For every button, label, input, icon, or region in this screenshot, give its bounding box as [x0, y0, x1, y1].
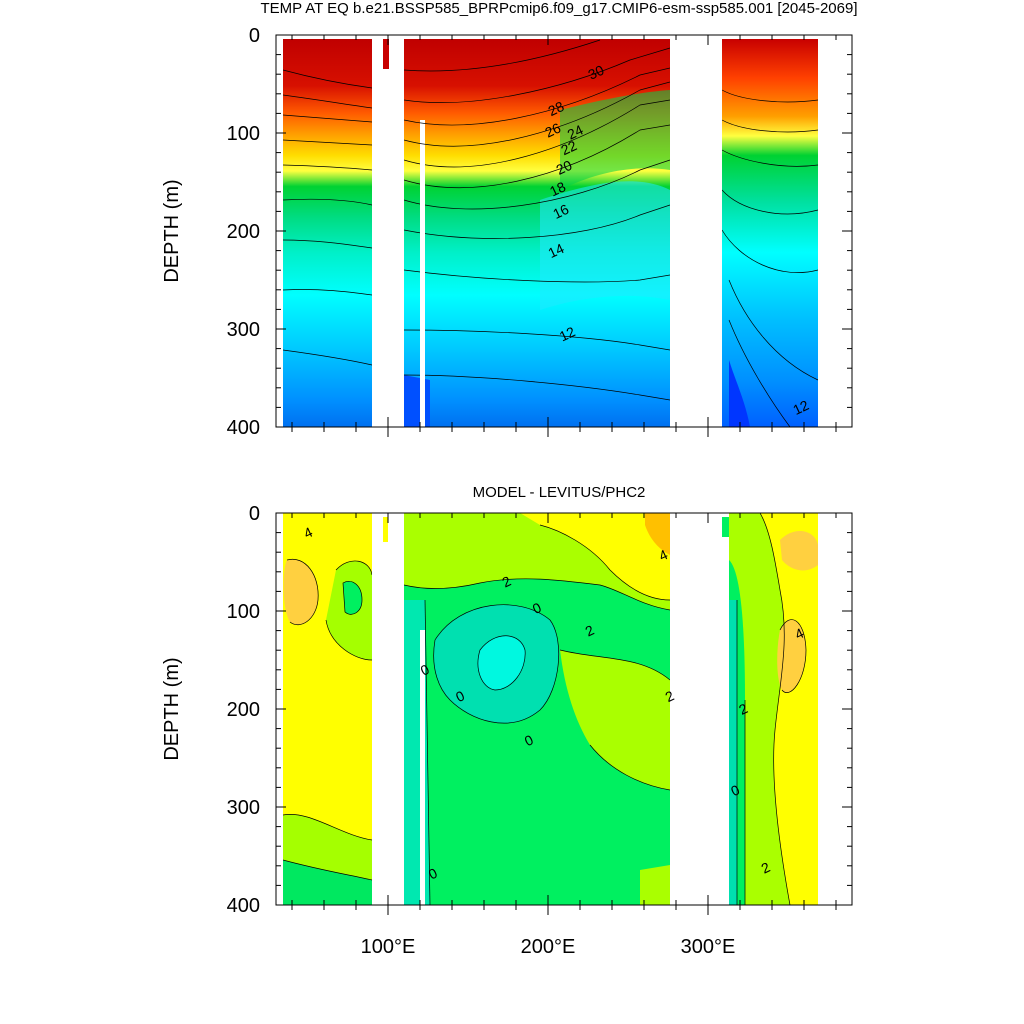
top-contour-label: 22 [558, 137, 579, 158]
bottom-y-tick-label: 200 [227, 699, 260, 721]
top-contour-label: 14 [546, 240, 567, 261]
bottom-field-indian-deep [283, 860, 372, 905]
x-tick-label: 300°E [681, 936, 736, 958]
top-plot-area [276, 35, 852, 427]
top-land-island [420, 150, 425, 427]
top-contour-label: 30 [586, 62, 607, 83]
bottom-field-pacific-top-yellow [520, 513, 670, 600]
bottom-field-indian-green-inner [343, 581, 362, 615]
bottom-y-tick-label: 300 [227, 797, 260, 819]
top-y-tick-label: 400 [227, 417, 260, 439]
top-field-east-pacific-cyan [540, 181, 670, 310]
top-y-tick-label: 300 [227, 319, 260, 341]
bottom-land-island [420, 630, 425, 905]
top-contour-label: 16 [550, 201, 571, 222]
bottom-land-mask-maritime-continent [372, 513, 404, 905]
bottom-y-axis-label: DEPTH (m) [161, 657, 183, 760]
bottom-y-tick-label: 100 [227, 601, 260, 623]
top-field-deep-west-pacific [404, 375, 430, 427]
top-axes: 0 100 200 300 400 [227, 25, 852, 439]
top-contour-label: 12 [557, 323, 578, 344]
bottom-plot-area [276, 513, 852, 905]
top-field-indian-ocean [283, 39, 372, 427]
top-contour-label: 18 [547, 178, 568, 199]
bottom-field-pacific-east-yellowgreen [560, 650, 670, 790]
x-tick-label: 200°E [521, 936, 576, 958]
top-contour-label: 28 [546, 98, 567, 119]
bottom-field-pacific-bottom-yellowgreen [640, 865, 670, 905]
top-y-tick-label: 100 [227, 123, 260, 145]
bottom-sliver [383, 517, 388, 542]
bottom-panel: MODEL - LEVITUS/PHC2 [161, 484, 853, 958]
top-y-tick-label: 0 [249, 25, 260, 47]
bottom-sliver-atlantic [722, 517, 729, 537]
top-land-mask-americas [670, 35, 722, 427]
top-y-axis-label: DEPTH (m) [161, 179, 183, 282]
bottom-contour-lines [282, 513, 807, 905]
bottom-field-atlantic-orange [780, 530, 818, 571]
top-land-mask-maritime-continent [372, 35, 404, 427]
top-field-atlantic-ocean [722, 39, 818, 427]
bottom-chart-title: MODEL - LEVITUS/PHC2 [473, 484, 646, 501]
top-contour-lines [282, 39, 819, 427]
bottom-field-indian-orange [283, 559, 319, 625]
top-field-deep-atlantic [729, 360, 750, 427]
top-contour-label: 20 [554, 157, 575, 178]
bottom-y-tick-label: 400 [227, 895, 260, 917]
top-y-tick-label: 200 [227, 221, 260, 243]
top-contour-label: 24 [565, 121, 586, 142]
top-field-east-pacific-shallow [560, 90, 670, 190]
bottom-field-atlantic-aqua [729, 600, 737, 905]
top-contour-label: 12 [790, 397, 811, 418]
top-chart-title: TEMP AT EQ b.e21.BSSP585_BPRPcmip6.f09_g… [260, 0, 857, 17]
top-contour-label: 26 [542, 119, 563, 140]
bottom-field-pacific-cyan-inner [477, 635, 526, 690]
bottom-y-tick-label: 0 [249, 503, 260, 525]
bottom-axes: 0 100 200 300 400 100°E 200°E 300°E [227, 503, 852, 958]
bottom-field-atlantic-yellow [760, 513, 818, 905]
x-tick-label: 100°E [361, 936, 416, 958]
bottom-land-mask-americas [670, 513, 722, 905]
top-panel: TEMP AT EQ b.e21.BSSP585_BPRPcmip6.f09_g… [161, 0, 858, 439]
top-sliver-red [383, 39, 389, 69]
bottom-field-east-pacific-orange [645, 513, 670, 555]
